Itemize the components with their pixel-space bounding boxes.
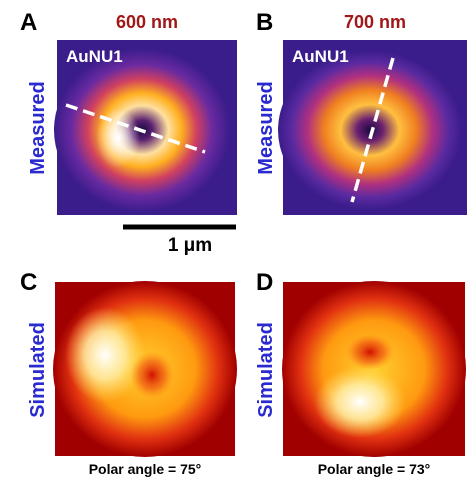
panel-letter: D xyxy=(256,269,273,296)
row-label: Measured xyxy=(255,81,277,174)
hot-spot xyxy=(96,108,140,168)
panel-letter: B xyxy=(256,9,273,36)
dark-spot xyxy=(346,334,394,370)
dark-spot xyxy=(130,351,174,399)
panel-b: B 700 nm AuNU1 Measured xyxy=(255,9,467,215)
bright-spot xyxy=(314,366,406,438)
caption: Polar angle = 75° xyxy=(89,461,202,477)
bright-spot xyxy=(65,307,145,403)
panel-letter: A xyxy=(20,9,37,36)
panel-d: D Simulated Polar angle = 73° xyxy=(255,269,466,477)
polarization-line xyxy=(350,57,395,203)
polarization-line xyxy=(65,103,206,154)
caption: Polar angle = 73° xyxy=(318,461,431,477)
row-label: Measured xyxy=(27,81,49,174)
sample-label: AuNU1 xyxy=(292,47,349,66)
wavelength: 600 nm xyxy=(116,12,178,32)
panel-letter: C xyxy=(20,269,37,296)
row-label: Simulated xyxy=(27,322,49,418)
panel-c: C Simulated Polar angle = 75° xyxy=(20,269,237,477)
sample-label: AuNU1 xyxy=(66,47,123,66)
measured-image xyxy=(278,50,462,210)
wavelength: 700 nm xyxy=(344,12,406,32)
panel-a: A 600 nm AuNU1 Measured xyxy=(20,9,237,215)
scale-bar-label: 1 μm xyxy=(168,235,212,256)
row-label: Simulated xyxy=(255,322,277,418)
